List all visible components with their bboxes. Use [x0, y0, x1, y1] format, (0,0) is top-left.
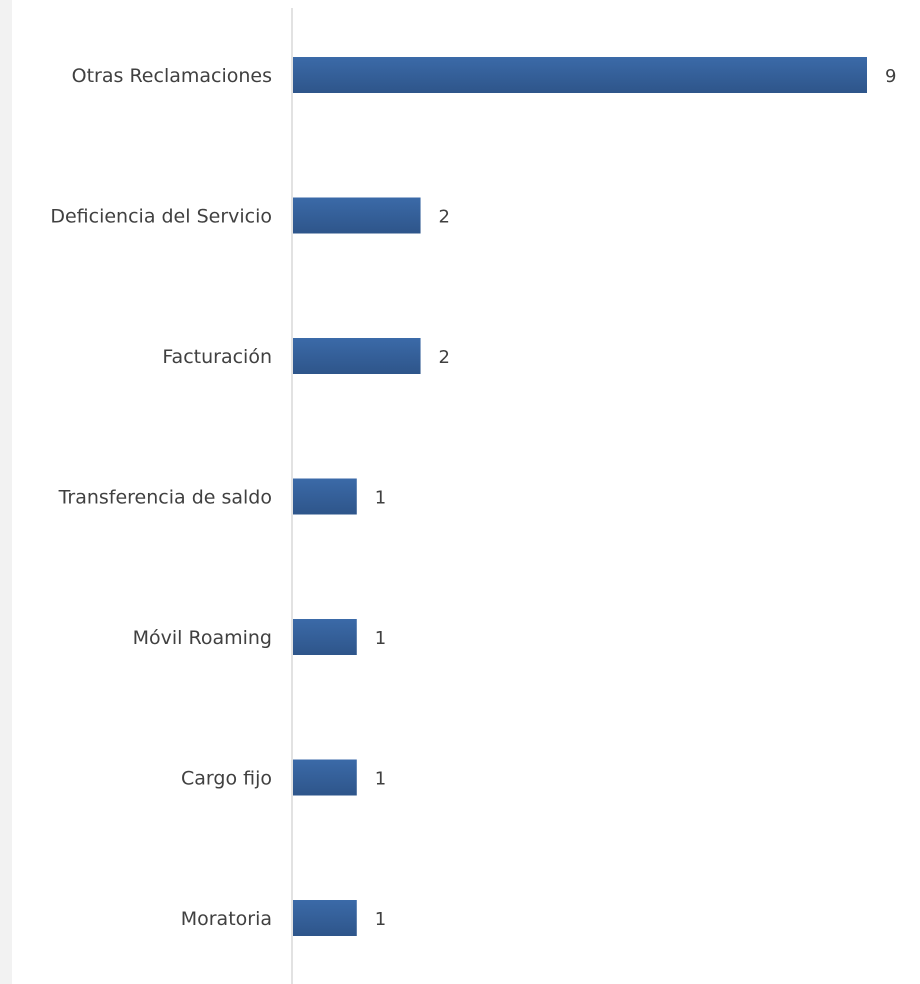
bar: [293, 479, 357, 515]
category-tick-label: Móvil Roaming: [133, 627, 272, 649]
data-label: 1: [375, 628, 386, 649]
bar: [293, 619, 357, 655]
data-label: 2: [439, 207, 450, 228]
category-tick-label: Cargo fijo: [181, 768, 272, 790]
category-tick-label: Deficiencia del Servicio: [50, 206, 272, 228]
bar: [293, 900, 357, 936]
bars-group: Otras Reclamaciones 9 Deficiencia del Serv…: [50, 57, 896, 936]
data-label: 1: [375, 488, 386, 509]
data-label: 2: [439, 347, 450, 368]
bar: [293, 760, 357, 796]
category-tick-label: Otras Reclamaciones: [72, 65, 272, 87]
category-tick-label: Facturación: [162, 346, 272, 368]
category-tick-label: Moratoria: [181, 908, 272, 930]
bar: [293, 338, 421, 374]
data-label: 9: [885, 66, 896, 87]
bar: [293, 57, 867, 93]
bar: [293, 198, 421, 234]
data-label: 1: [375, 909, 386, 930]
data-label: 1: [375, 769, 386, 790]
category-tick-label: Transferencia de saldo: [58, 487, 272, 509]
